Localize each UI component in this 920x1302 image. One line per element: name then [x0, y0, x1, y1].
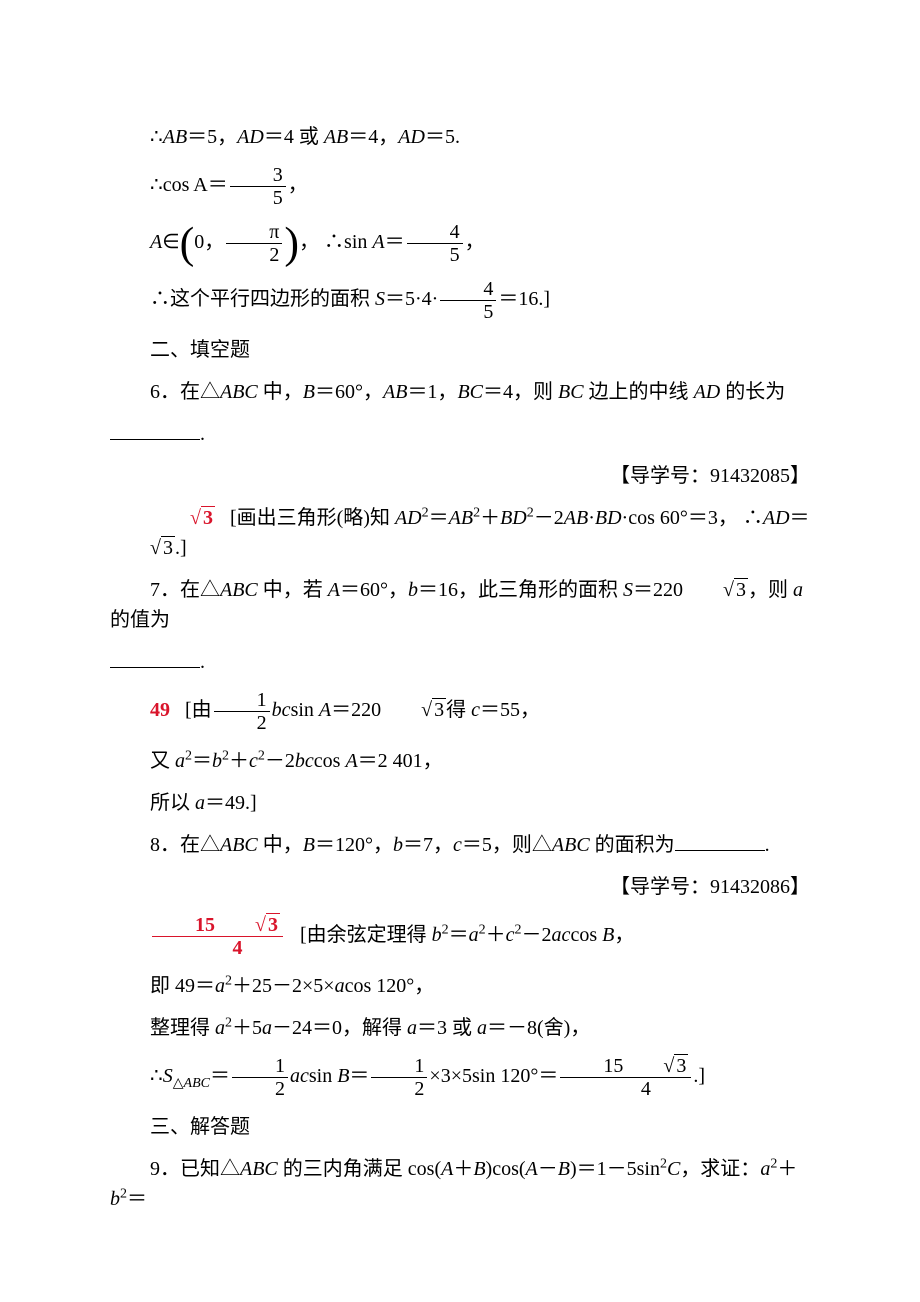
sol-line-1: ∴cos A＝35， — [110, 164, 810, 209]
sqrt-body: 3 — [734, 578, 748, 601]
sol-line-3: ∴这个平行四边形的面积 S＝5·4·45＝16.] — [110, 278, 810, 323]
den: 5 — [440, 301, 496, 323]
den: 4 — [560, 1078, 691, 1100]
num: 1 — [232, 1055, 288, 1078]
answer-blank — [675, 830, 765, 851]
blank-line-7: . — [110, 647, 810, 677]
sol-line-0: ∴AB＝5，AD＝4 或 AB＝4，AD＝5. — [110, 122, 810, 152]
solution-7a: 49 [由12bcsin A＝220√3得 c＝55， — [110, 689, 810, 734]
text: 0， — [194, 231, 224, 253]
den: 4 — [152, 937, 283, 959]
text: ， — [465, 231, 485, 253]
section-3-heading: 三、解答题 — [110, 1112, 810, 1142]
num: π — [226, 221, 282, 244]
solution-7c: 所以 a＝49.] — [110, 788, 810, 818]
sqrt-body: 3 — [266, 913, 280, 936]
reference-8: 【导学号：91432086】 — [110, 872, 810, 902]
sqrt-body: 3 — [674, 1054, 688, 1077]
solution-8b: 即 49＝a2＋25－2×5×acos 120°， — [110, 971, 810, 1001]
question-9: 9．已知△ABC 的三内角满足 cos(A＋B)cos(A－B)＝1－5sin2… — [110, 1154, 810, 1214]
solution-8c: 整理得 a2＋5a－24＝0，解得 a＝3 或 a＝－8(舍)， — [110, 1013, 810, 1043]
question-8: 8．在△ABC 中，B＝120°，b＝7，c＝5，则△ABC 的面积为. — [110, 830, 810, 860]
question-6: 6．在△ABC 中，B＝60°，AB＝1，BC＝4，则 BC 边上的中线 AD … — [110, 377, 810, 407]
num-a: 15 — [603, 1055, 623, 1077]
sqrt-body: 3 — [201, 506, 215, 529]
den: 2 — [226, 244, 282, 266]
num: 4 — [407, 221, 463, 244]
solution-7b: 又 a2＝b2＋c2－2bccos A＝2 401， — [110, 746, 810, 776]
section-2-heading: 二、填空题 — [110, 335, 810, 365]
den: 2 — [371, 1078, 427, 1100]
answer-blank — [110, 419, 200, 440]
num: 4 — [440, 278, 496, 301]
den: 5 — [230, 187, 286, 209]
text: ∴cos A＝ — [150, 174, 228, 196]
num-a: 15 — [195, 914, 215, 936]
num: 1 — [214, 689, 270, 712]
question-7: 7．在△ABC 中，若 A＝60°，b＝16，此三角形的面积 S＝220√3，则… — [110, 575, 810, 635]
sqrt-body: 3 — [432, 698, 446, 721]
den: 2 — [232, 1078, 288, 1100]
sqrt-body: 3 — [161, 536, 175, 559]
answer-blank — [110, 647, 200, 668]
num: 3 — [230, 164, 286, 187]
reference-6: 【导学号：91432085】 — [110, 461, 810, 491]
solution-8d: ∴S△ABC＝12acsin B＝12×3×5sin 120°＝15√34.] — [110, 1055, 810, 1100]
answer: 49 — [150, 699, 170, 721]
num: 1 — [371, 1055, 427, 1078]
solution-8a: 15√3 4 [由余弦定理得 b2＝a2＋c2－2accos B， — [110, 914, 810, 959]
solution-6: √3 [画出三角形(略)知 AD2＝AB2＋BD2－2AB·BD·cos 60°… — [110, 503, 810, 563]
sol-line-2: A∈(0，π2)， ∴sin A＝45， — [110, 221, 810, 266]
text: ， — [288, 174, 308, 196]
blank-line-6: . — [110, 419, 810, 449]
den: 5 — [407, 244, 463, 266]
page: ∴AB＝5，AD＝4 或 AB＝4，AD＝5. ∴cos A＝35， A∈(0，… — [0, 0, 920, 1302]
den: 2 — [214, 712, 270, 734]
